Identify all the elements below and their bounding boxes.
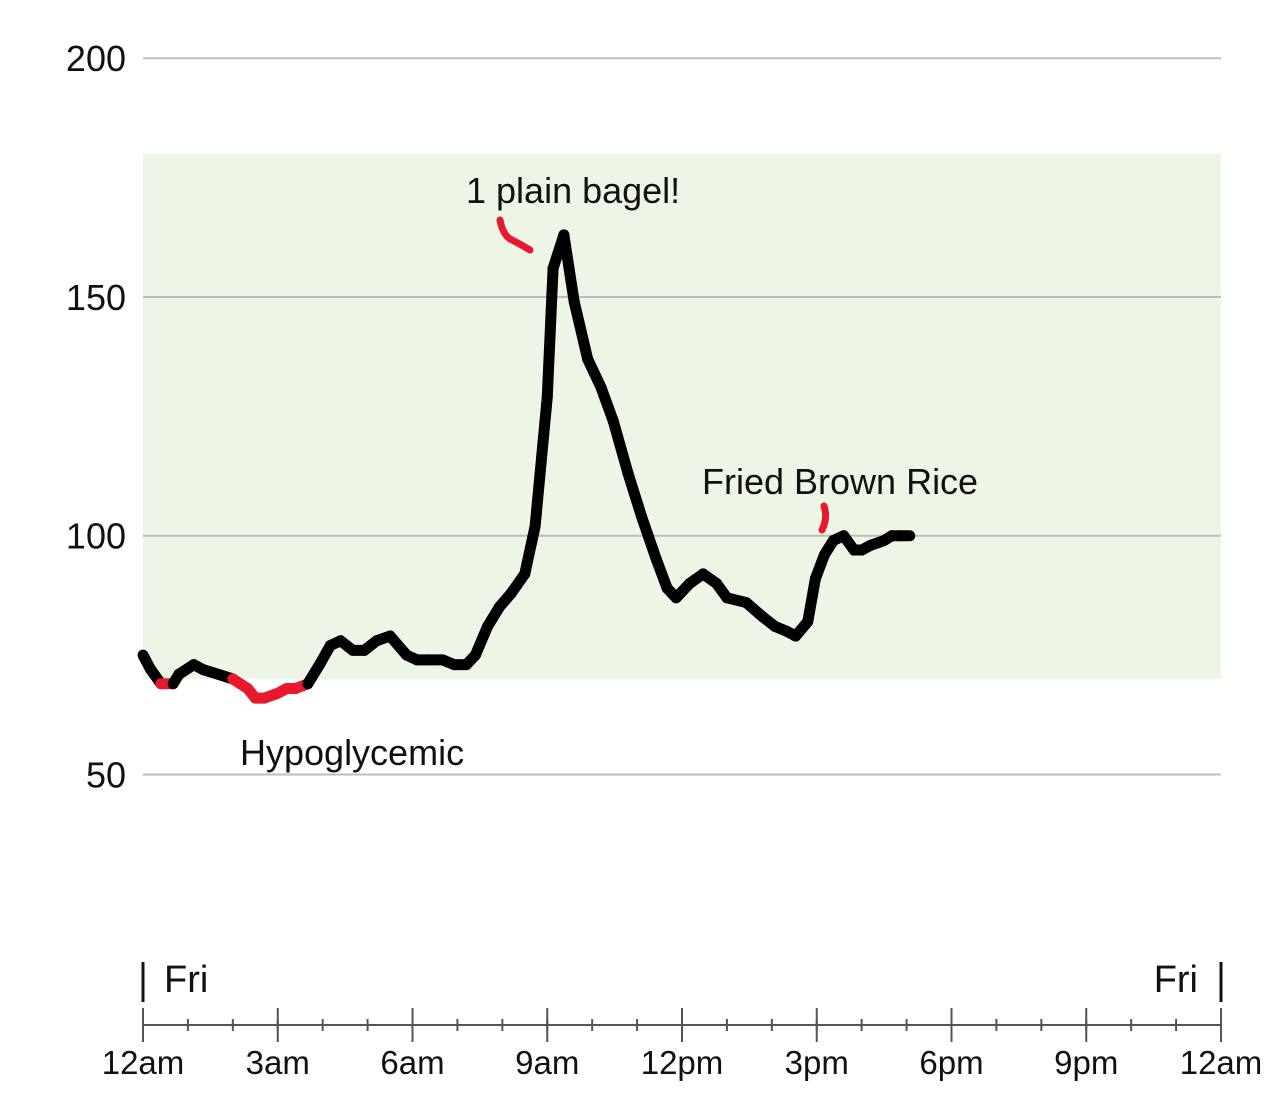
- series-segment: [541, 262, 559, 403]
- x-tick-label: 12am: [102, 1044, 185, 1081]
- series-segment: [607, 415, 634, 480]
- series-segment: [595, 382, 619, 427]
- x-tick-label: 6pm: [919, 1044, 983, 1081]
- y-tick-label-100: 100: [66, 516, 126, 557]
- day-label-end: Fri: [1154, 959, 1198, 1001]
- x-tick-label: 6am: [380, 1044, 444, 1081]
- series-segment: [622, 468, 648, 523]
- day-label-start: Fri: [164, 959, 208, 1001]
- x-tick-label: 3pm: [785, 1044, 849, 1081]
- annotation-bagel: 1 plain bagel!: [466, 170, 680, 211]
- x-tick-label: 9pm: [1054, 1044, 1118, 1081]
- series-segment: [529, 391, 553, 532]
- x-tick-label: 12am: [1180, 1044, 1263, 1081]
- series-segment: [636, 511, 662, 566]
- annotation-hypoglycemic: Hypoglycemic: [240, 732, 464, 773]
- series-segment: [568, 296, 594, 365]
- series-segment: [519, 520, 541, 580]
- y-tick-label-50: 50: [86, 754, 126, 795]
- x-tick-label: 9am: [515, 1044, 579, 1081]
- y-tick-label-200: 200: [66, 38, 126, 79]
- annotation-mark-bagel: [496, 216, 534, 254]
- y-tick-label-150: 150: [66, 277, 126, 318]
- series-segment: [802, 573, 821, 628]
- annotation-fried-brown-rice: Fried Brown Rice: [702, 461, 978, 502]
- x-tick-label: 12pm: [641, 1044, 724, 1081]
- annotation-mark-fried-brown-rice: [818, 502, 830, 534]
- target-range-band: [143, 153, 1221, 679]
- x-tick-label: 3am: [246, 1044, 310, 1081]
- series-segment: [558, 229, 580, 308]
